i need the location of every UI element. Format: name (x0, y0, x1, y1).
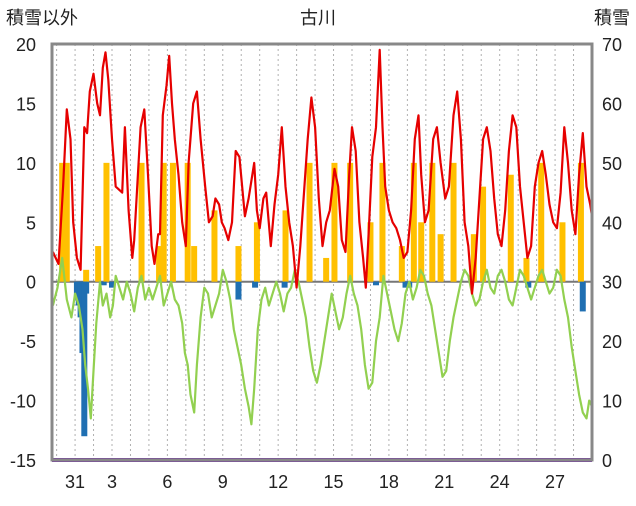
orange-bar (507, 174, 514, 282)
blue-bar (525, 281, 532, 288)
x-tick-label: 18 (379, 472, 399, 492)
orange-bar (160, 162, 167, 282)
x-tick-label: 3 (107, 472, 117, 492)
right-y-tick-label: 60 (602, 94, 622, 114)
blue-bar (235, 281, 242, 300)
orange-bar (59, 162, 66, 282)
orange-bar (169, 162, 176, 282)
left-y-tick-label: 0 (26, 273, 36, 293)
left-y-tick-label: -10 (10, 392, 36, 412)
orange-bar (379, 162, 386, 282)
x-tick-label: 12 (268, 472, 288, 492)
orange-bar (367, 222, 374, 282)
plot-frame (50, 42, 594, 462)
orange-bar (429, 162, 436, 282)
orange-bar (235, 246, 242, 282)
right-y-tick-label: 30 (602, 273, 622, 293)
left-y-tick-label: -5 (20, 332, 36, 352)
orange-bar (480, 186, 487, 282)
x-tick-label: 15 (324, 472, 344, 492)
blue-bar (402, 281, 409, 288)
x-tick-label: 9 (218, 472, 228, 492)
x-tick-label: 31 (65, 472, 85, 492)
orange-bar (331, 162, 338, 282)
left-y-tick-label: 15 (16, 94, 36, 114)
orange-bar (450, 162, 457, 282)
orange-bar (577, 162, 584, 282)
orange-bar (418, 222, 425, 282)
orange-bar (282, 210, 289, 282)
orange-bar (437, 234, 444, 282)
blue-bar (83, 281, 90, 294)
orange-bar (559, 222, 566, 282)
blue-bar (252, 281, 259, 288)
right-y-tick-label: 10 (602, 392, 622, 412)
left-y-tick-label: -15 (10, 451, 36, 471)
right-axis-label: 積雪 (594, 8, 630, 28)
orange-bar (83, 269, 90, 282)
x-tick-label: 27 (545, 472, 565, 492)
orange-bar (103, 162, 110, 282)
blue-bar (281, 281, 288, 288)
right-y-tick-label: 20 (602, 332, 622, 352)
orange-bar (323, 257, 330, 282)
left-y-tick-label: 10 (16, 154, 36, 174)
blue-bar (100, 281, 107, 286)
right-y-tick-label: 40 (602, 213, 622, 233)
orange-bar (156, 246, 163, 282)
blue-bar (579, 281, 586, 312)
blue-bar (109, 281, 115, 288)
orange-bar (138, 162, 145, 282)
orange-bar (470, 234, 477, 282)
orange-bar (191, 246, 198, 282)
orange-bar (95, 246, 102, 282)
orange-bar (523, 257, 530, 282)
x-tick-label: 24 (490, 472, 510, 492)
x-tick-label: 21 (434, 472, 454, 492)
orange-bar (253, 222, 260, 282)
orange-bar (410, 162, 417, 282)
chart-title: 古川 (300, 8, 336, 28)
x-tick-label: 6 (162, 472, 172, 492)
right-y-tick-label: 0 (602, 451, 612, 471)
left-y-tick-label: 5 (26, 213, 36, 233)
orange-bar (398, 246, 405, 282)
right-y-tick-label: 70 (602, 35, 622, 55)
red-series-line (51, 48, 594, 295)
orange-bar (538, 162, 545, 282)
orange-bar (306, 162, 313, 282)
left-y-tick-label: 20 (16, 35, 36, 55)
right-y-tick-label: 50 (602, 154, 622, 174)
orange-bar (63, 162, 70, 282)
green-series-line (51, 256, 593, 426)
left-axis-label: 積雪以外 (6, 8, 78, 28)
blue-bar (373, 281, 379, 286)
orange-bar (347, 162, 354, 282)
orange-bar (211, 210, 218, 282)
